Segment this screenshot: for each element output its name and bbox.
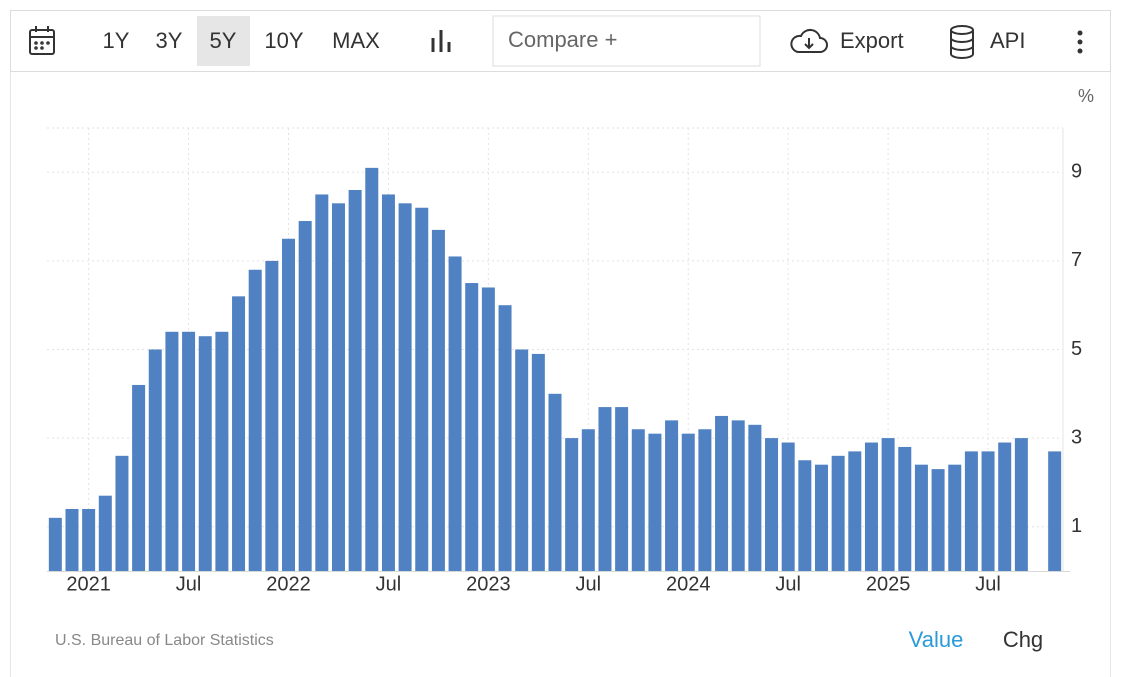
bar	[331, 203, 345, 571]
api-icon[interactable]	[950, 25, 974, 59]
bar	[65, 508, 79, 571]
export-button[interactable]: Export	[840, 28, 904, 53]
bar	[248, 269, 262, 571]
bar	[565, 438, 579, 571]
bar	[165, 331, 179, 571]
bar	[598, 407, 612, 571]
bar	[615, 407, 629, 571]
bar	[381, 194, 395, 571]
bar	[148, 349, 162, 571]
view-toggle[interactable]: Chg	[1003, 627, 1043, 652]
bar	[981, 451, 995, 571]
bar	[182, 331, 196, 571]
x-tick-label: Jul	[376, 573, 402, 595]
bar	[398, 203, 412, 571]
bar	[315, 194, 329, 571]
calendar-icon[interactable]	[29, 26, 55, 55]
bar	[365, 167, 379, 571]
compare-input[interactable]: Compare +	[508, 27, 617, 52]
compare-box[interactable]	[492, 15, 761, 67]
bar	[681, 433, 695, 571]
y-tick-label: 3	[1071, 426, 1082, 448]
x-tick-label: Jul	[975, 573, 1001, 595]
bar	[581, 429, 595, 571]
bar	[831, 455, 845, 571]
bar	[98, 495, 112, 571]
bar	[465, 283, 479, 571]
bar	[282, 238, 296, 571]
unit-label: %	[1078, 86, 1094, 106]
bar	[515, 349, 529, 571]
bar	[498, 305, 512, 571]
bar	[731, 420, 745, 571]
y-tick-label: 5	[1071, 338, 1082, 360]
more-menu[interactable]	[1077, 30, 1083, 54]
y-tick-label: 1	[1071, 515, 1082, 537]
bar	[998, 442, 1012, 571]
bar	[814, 464, 828, 571]
api-button[interactable]: API	[990, 28, 1025, 53]
bar	[848, 451, 862, 571]
x-tick-label: 2024	[666, 573, 711, 595]
bar	[48, 517, 62, 571]
bar	[265, 260, 279, 571]
range-button[interactable]: 10Y	[264, 28, 303, 53]
x-tick-label: 2023	[466, 573, 511, 595]
bar	[215, 331, 229, 571]
bar	[964, 451, 978, 571]
bar	[715, 415, 729, 571]
bar	[82, 508, 96, 571]
bar	[198, 336, 212, 571]
range-button[interactable]: 1Y	[103, 28, 130, 53]
bar	[948, 464, 962, 571]
bar	[781, 442, 795, 571]
bar	[798, 460, 812, 571]
range-button[interactable]: MAX	[332, 28, 380, 53]
bar	[698, 429, 712, 571]
bar	[931, 469, 945, 571]
x-tick-label: Jul	[576, 573, 602, 595]
bar	[448, 256, 462, 571]
export-icon[interactable]	[790, 28, 828, 53]
bar	[415, 207, 429, 572]
bar	[631, 429, 645, 571]
chart-type-icon[interactable]	[431, 30, 451, 52]
bar	[348, 190, 362, 571]
x-tick-label: Jul	[775, 573, 801, 595]
bar	[232, 296, 246, 571]
bar	[548, 393, 562, 571]
bar	[115, 455, 129, 571]
bar	[765, 438, 779, 571]
view-toggle[interactable]: Value	[909, 627, 964, 652]
bar	[898, 446, 912, 571]
bar	[665, 420, 679, 571]
bar	[864, 442, 878, 571]
bar	[481, 287, 495, 571]
bar	[1014, 438, 1028, 571]
bar	[1048, 451, 1062, 571]
bar	[881, 438, 895, 571]
bar	[531, 353, 545, 571]
x-tick-label: 2022	[266, 573, 311, 595]
source: U.S. Bureau of Labor Statistics	[55, 632, 274, 649]
bar	[648, 433, 662, 571]
x-tick-label: 2025	[866, 573, 911, 595]
range-button[interactable]: 3Y	[156, 28, 183, 53]
y-tick-label: 9	[1071, 161, 1082, 183]
range-button[interactable]: 5Y	[210, 28, 237, 53]
range-selected-bg	[197, 16, 250, 66]
bar	[914, 464, 928, 571]
x-tick-label: Jul	[176, 573, 202, 595]
y-tick-label: 7	[1071, 249, 1082, 271]
bar	[431, 229, 445, 571]
x-tick-label: 2021	[66, 573, 111, 595]
bar	[748, 424, 762, 571]
bar	[132, 384, 146, 571]
bar	[298, 221, 312, 571]
